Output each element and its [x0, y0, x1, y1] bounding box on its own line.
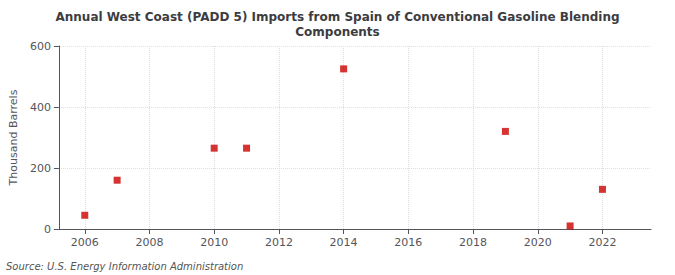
svg-text:2010: 2010 — [200, 236, 228, 249]
svg-text:600: 600 — [30, 40, 51, 53]
svg-text:200: 200 — [30, 162, 51, 175]
svg-text:Thousand Barrels: Thousand Barrels — [7, 89, 20, 186]
svg-text:2020: 2020 — [524, 236, 552, 249]
svg-text:2022: 2022 — [588, 236, 616, 249]
svg-text:2006: 2006 — [71, 236, 99, 249]
svg-text:0: 0 — [44, 223, 51, 236]
svg-text:2016: 2016 — [394, 236, 422, 249]
svg-text:2012: 2012 — [265, 236, 293, 249]
svg-text:Components: Components — [295, 25, 380, 39]
svg-text:2018: 2018 — [459, 236, 487, 249]
svg-text:Annual West Coast (PADD 5) Imp: Annual West Coast (PADD 5) Imports from … — [55, 10, 619, 24]
svg-text:2008: 2008 — [135, 236, 163, 249]
svg-text:400: 400 — [30, 101, 51, 114]
svg-text:Source: U.S. Energy Informatio: Source: U.S. Energy Information Administ… — [6, 261, 243, 272]
svg-text:2014: 2014 — [330, 236, 358, 249]
